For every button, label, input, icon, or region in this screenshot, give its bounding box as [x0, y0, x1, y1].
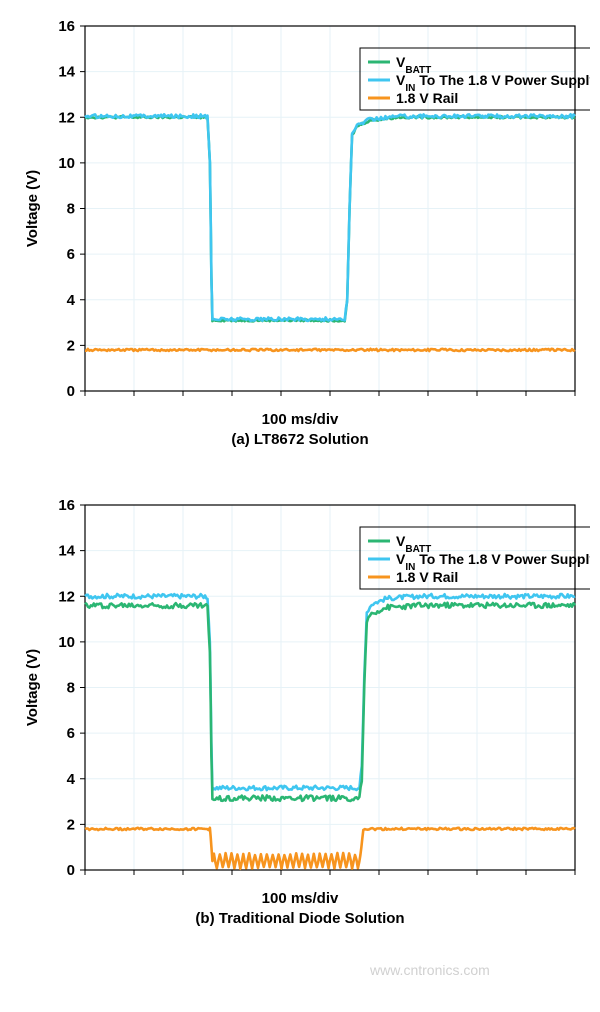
ytick-label: 10	[58, 155, 75, 172]
ytick-label: 2	[67, 337, 75, 354]
ytick-label: 4	[67, 292, 76, 309]
ytick-label: 0	[67, 383, 75, 400]
ytick-label: 14	[58, 542, 75, 559]
ytick-label: 16	[58, 18, 75, 35]
caption-line1: 100 ms/div	[10, 410, 590, 430]
ytick-label: 14	[58, 64, 75, 81]
chart-a: 0246810121416Voltage (V)VBATTVIN To The …	[10, 8, 590, 406]
ytick-label: 12	[58, 588, 75, 605]
ytick-label: 8	[67, 201, 75, 218]
legend-label: 1.8 V Rail	[396, 90, 458, 106]
chart-b: 0246810121416Voltage (V)VBATTVIN To The …	[10, 487, 590, 885]
series-rail	[85, 349, 575, 351]
chart-a-wrap: 0246810121416Voltage (V)VBATTVIN To The …	[10, 8, 590, 451]
ytick-label: 0	[67, 862, 75, 879]
y-axis-label: Voltage (V)	[24, 170, 41, 247]
ytick-label: 12	[58, 109, 75, 126]
caption-line1: 100 ms/div	[10, 889, 590, 909]
ytick-label: 8	[67, 679, 75, 696]
ytick-label: 2	[67, 816, 75, 833]
caption-line2: (b) Traditional Diode Solution	[10, 909, 590, 929]
caption-line2: (a) LT8672 Solution	[10, 430, 590, 450]
y-axis-label: Voltage (V)	[24, 648, 41, 725]
ytick-label: 16	[58, 497, 75, 514]
chart-caption: 100 ms/div(a) LT8672 Solution	[10, 410, 590, 451]
chart-caption: 100 ms/div(b) Traditional Diode Solution	[10, 889, 590, 930]
legend-label: 1.8 V Rail	[396, 569, 458, 585]
ytick-label: 10	[58, 633, 75, 650]
ytick-label: 4	[67, 770, 76, 787]
ytick-label: 6	[67, 725, 75, 742]
chart-b-wrap: 0246810121416Voltage (V)VBATTVIN To The …	[10, 487, 590, 930]
watermark: www.cntronics.com	[370, 962, 490, 978]
ytick-label: 6	[67, 246, 75, 263]
